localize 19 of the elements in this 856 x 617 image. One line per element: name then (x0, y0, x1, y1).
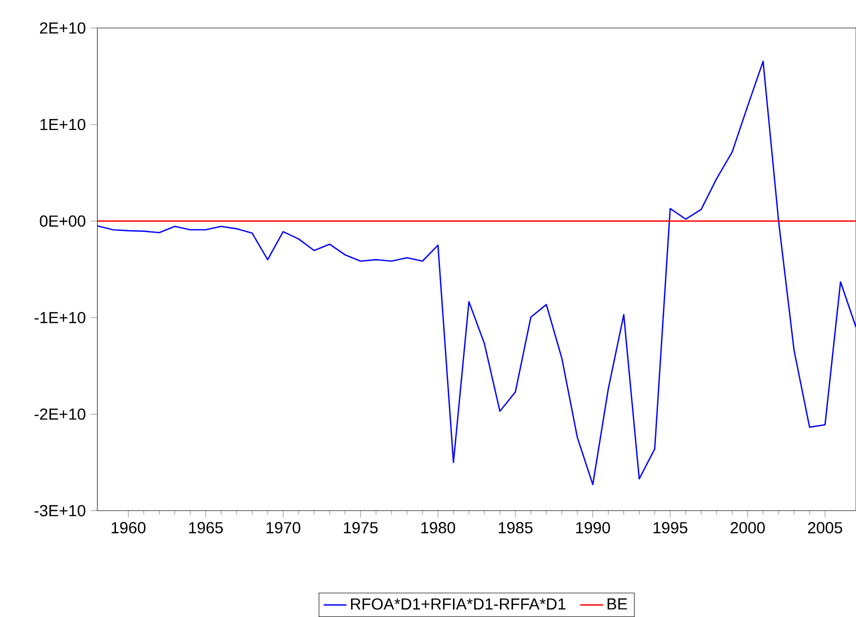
legend-label: RFOA*D1+RFIA*D1-RFFA*D1 (351, 598, 566, 610)
x-tick-label: 1990 (576, 522, 610, 534)
x-tick-label: 1980 (421, 522, 456, 534)
x-tick-label: 2000 (730, 522, 765, 534)
y-tick-label: 2E+10 (40, 22, 86, 34)
x-tick-label: 1985 (498, 522, 532, 534)
legend-label: BE (608, 598, 627, 610)
y-tick-label: -2E+10 (34, 408, 86, 420)
line-series (97, 60, 856, 486)
x-tick-label: 2005 (808, 522, 842, 534)
y-tick-label: -1E+10 (34, 312, 86, 324)
y-tick-label: -3E+10 (34, 504, 86, 516)
x-tick-label: 1995 (654, 522, 688, 534)
y-tick-label: 1E+10 (40, 118, 86, 130)
x-tick-label: 1960 (112, 522, 146, 534)
x-tick-label: 1975 (344, 522, 378, 534)
y-tick-label: 0E+00 (40, 215, 86, 227)
x-tick-label: 1965 (189, 522, 223, 534)
x-tick-label: 1970 (266, 522, 300, 534)
